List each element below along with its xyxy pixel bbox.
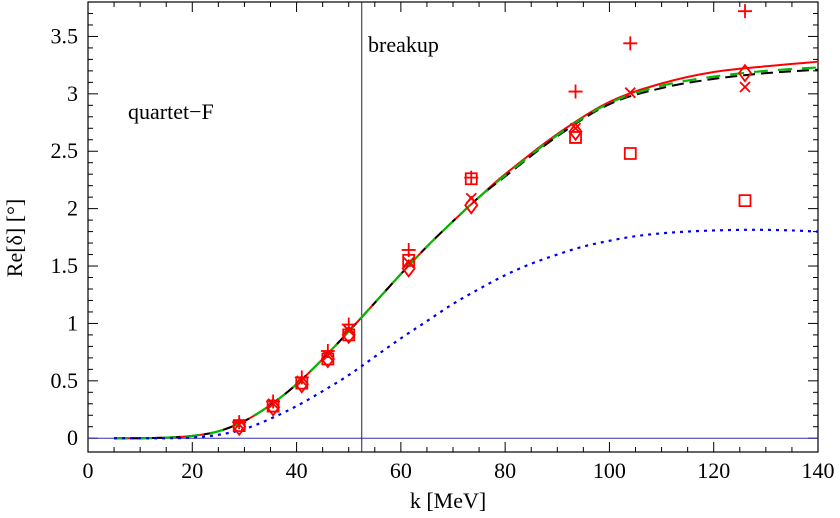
marker-diamond (265, 397, 281, 417)
marker-square (738, 194, 752, 207)
marker-square (569, 131, 582, 144)
marker-cross (624, 87, 636, 99)
marker-diamond (568, 122, 583, 142)
y-tick-label: 1 (67, 310, 78, 335)
reference-lines (88, 2, 818, 452)
curve-solid-red (114, 60, 819, 440)
y-tick-label: 1.5 (51, 253, 79, 278)
y-tick-label: 2.5 (51, 138, 79, 163)
x-tick-label: 100 (593, 458, 626, 483)
x-tick-label: 20 (181, 458, 203, 483)
curve-dotted-blue (114, 228, 819, 440)
marker-square (402, 253, 416, 267)
x-axis-title: k [MeV] (410, 488, 486, 513)
breakup-label: breakup (368, 32, 439, 57)
curve-dashed-black (114, 68, 819, 440)
marker-diamond (464, 195, 479, 215)
marker-square (464, 172, 478, 186)
marker-cross (739, 81, 751, 93)
marker-plus (568, 84, 583, 99)
marker-diamond (401, 258, 416, 278)
y-axis-title: Re[δ] [°] (2, 199, 27, 277)
plot-frame-rect (87, 1, 819, 453)
x-tick-label: 80 (494, 458, 516, 483)
marker-diamond (737, 63, 753, 83)
y-tick-label: 2 (67, 196, 78, 221)
x-tick-label: 60 (390, 458, 412, 483)
y-tick-label: 3 (67, 81, 78, 106)
marker-diamond (294, 374, 309, 394)
marker-plus (623, 36, 638, 51)
marker-cross (343, 324, 355, 336)
marker-cross (322, 349, 334, 362)
marker-plus (738, 4, 752, 19)
marker-diamond (320, 349, 335, 369)
marker-diamond (341, 325, 356, 345)
curve-dashed-green (114, 66, 819, 440)
x-tick-label: 140 (802, 458, 835, 483)
axis-ticks (87, 1, 819, 452)
curves (114, 60, 819, 440)
y-tick-label: 0 (67, 425, 78, 450)
y-tick-label: 0.5 (51, 368, 79, 393)
marker-diamond (232, 417, 247, 437)
axis-tick-labels: 0 20 40 60 80 100 120 140 0 0.5 1 1.5 2 2.5 3 3.5 (51, 23, 835, 483)
partial-wave-label: quartet−F (128, 99, 214, 124)
data-markers (232, 4, 753, 437)
y-tick-label: 3.5 (51, 23, 79, 48)
marker-cross (233, 418, 245, 431)
x-tick-label: 0 (83, 458, 94, 483)
marker-square (623, 147, 637, 160)
x-tick-label: 120 (697, 458, 730, 483)
x-tick-label: 40 (286, 458, 308, 483)
plot-frame (87, 1, 819, 453)
